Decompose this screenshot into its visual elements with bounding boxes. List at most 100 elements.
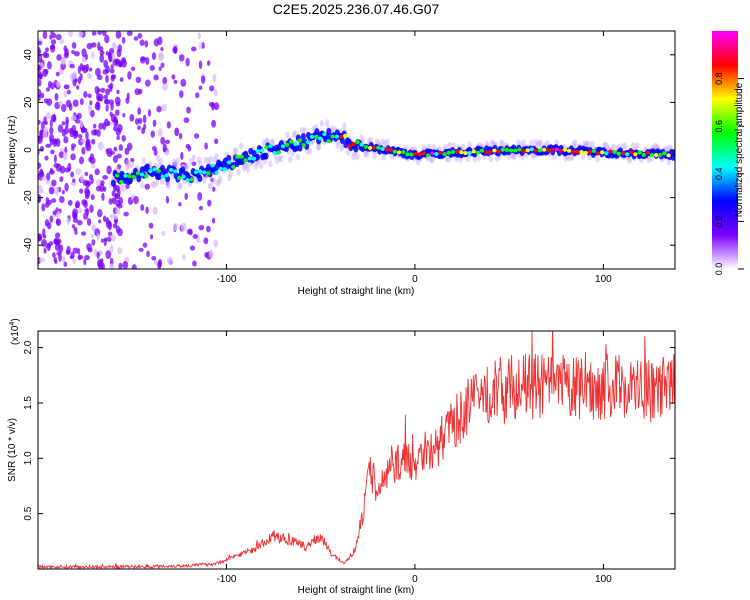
- spectrogram-noise-speck: [109, 68, 115, 74]
- spectrogram-halo: [382, 139, 388, 147]
- spectrogram-peak: [255, 149, 261, 154]
- spectrogram-noise-speck: [72, 71, 77, 80]
- colorbar-ticks: 0.0 0.2 0.4 0.6 0.8: [714, 72, 744, 275]
- spectrogram-noise-speck: [108, 198, 113, 205]
- spectrogram-noise-speck: [121, 36, 126, 44]
- spectrogram-peak: [135, 171, 141, 176]
- spectrogram-peak: [289, 139, 294, 144]
- spectrogram-noise-speck: [64, 182, 69, 192]
- spectrogram-noise-speck: [79, 188, 84, 194]
- spectrogram-noise-speck: [160, 136, 166, 145]
- spectrogram-peak: [127, 174, 132, 179]
- spectrogram-noise-speck: [73, 227, 78, 232]
- spectrogram-noise-speck: [79, 120, 84, 129]
- spectrogram-noise-speck: [137, 88, 143, 95]
- spectrogram-noise-speck: [151, 52, 157, 61]
- spectrogram-halo: [178, 182, 183, 190]
- spectrogram-noise-speck: [166, 121, 171, 129]
- spectrogram-noise-speck: [50, 45, 55, 50]
- spectrogram-halo: [192, 175, 198, 183]
- spectrogram-peak: [359, 142, 364, 147]
- spectrogram-noise-speck: [127, 71, 132, 80]
- spectrogram-band: [239, 158, 245, 166]
- spectrogram-noise-speck: [54, 92, 59, 101]
- spectrogram-noise-speck: [91, 224, 96, 232]
- spectrogram-peak: [620, 151, 626, 156]
- spectrogram-peak: [197, 169, 203, 174]
- spectrogram-halo: [154, 179, 160, 187]
- spectrogram-noise-speck: [98, 122, 104, 130]
- spectrogram-noise-speck: [49, 167, 53, 174]
- spectrogram-noise-speck: [49, 215, 54, 223]
- spectrogram-peak: [268, 144, 273, 149]
- spectrogram-halo: [125, 159, 131, 167]
- spectrogram-peak: [363, 144, 369, 149]
- spectrogram-noise-speck: [204, 142, 208, 150]
- spectrogram-noise-speck: [45, 87, 51, 92]
- spectrogram-noise-speck: [55, 138, 61, 147]
- spectrogram-noise-speck: [55, 232, 61, 239]
- spectrogram-band: [255, 153, 261, 161]
- spectrogram-noise-speck: [173, 79, 178, 84]
- spectrogram-noise-speck: [110, 121, 115, 126]
- spectrogram-noise-speck: [191, 154, 196, 161]
- spectrogram-halo: [214, 153, 219, 161]
- spectrogram-noise-speck: [102, 122, 107, 131]
- spectrogram-halo: [243, 162, 248, 170]
- spectrogram-peak: [276, 150, 282, 155]
- snr-x-label: Height of straight line (km): [298, 585, 415, 596]
- spectrogram-noise-speck: [38, 162, 42, 169]
- spectrogram-noise-speck: [71, 124, 77, 132]
- spectrogram-noise-speck: [150, 234, 154, 240]
- spectrogram-halo: [277, 155, 282, 163]
- snr-scale-suffix: ): [10, 318, 21, 321]
- spectrogram-noise-speck: [55, 218, 62, 226]
- spectrogram-noise-speck: [73, 50, 80, 57]
- spectrogram-noise-speck: [49, 126, 54, 135]
- spectrogram-noise-speck: [107, 221, 113, 231]
- spectrogram-peak: [181, 174, 186, 179]
- spectrogram-noise-speck: [38, 170, 45, 178]
- spectrogram-noise-speck: [201, 42, 205, 50]
- spectrogram-halo: [529, 139, 534, 147]
- spectrogram-noise-speck: [60, 57, 67, 65]
- spectrogram-noise-speck: [165, 195, 170, 204]
- spectrogram-peak: [508, 148, 514, 153]
- spectrogram-halo: [232, 147, 237, 155]
- spectrogram-noise-speck: [76, 85, 80, 90]
- spectrogram-peak: [202, 170, 207, 175]
- spectrogram-halo: [211, 177, 216, 185]
- spectrogram-noise-speck: [95, 101, 100, 108]
- spectrogram-halo: [495, 154, 500, 162]
- spectrogram-halo: [270, 138, 276, 146]
- spectrogram-peak: [235, 154, 240, 159]
- spectrogram-halo: [315, 143, 321, 151]
- spectrogram-noise-speck: [207, 199, 212, 207]
- spectrogram-noise-speck: [89, 100, 93, 106]
- spectrogram-noise-speck: [77, 207, 83, 213]
- spectrogram-noise-speck: [117, 247, 123, 255]
- spectrogram-noise-speck: [111, 234, 116, 242]
- spectrogram-peak: [529, 147, 534, 152]
- spectrogram-noise-speck: [130, 66, 136, 71]
- spectrogram-peak: [177, 175, 182, 180]
- spectrogram-halo: [285, 131, 290, 139]
- snr-area: [38, 331, 675, 569]
- spectrogram-noise-speck: [110, 74, 117, 80]
- spectrogram-noise-speck: [56, 210, 61, 218]
- spectrogram-halo: [444, 155, 450, 163]
- spectrogram-noise-speck: [112, 155, 119, 164]
- spectrogram-peak: [662, 151, 667, 156]
- spectrogram-noise-speck: [184, 192, 188, 201]
- spectrogram-noise-speck: [173, 45, 178, 55]
- spectrogram-peak: [446, 150, 452, 155]
- spectrogram-band: [672, 149, 675, 157]
- spectrogram-noise-speck: [74, 78, 78, 83]
- spectrogram-noise-speck: [137, 107, 142, 115]
- spectrogram-peak: [380, 147, 385, 152]
- spectrogram-noise-speck: [160, 104, 167, 112]
- spectrogram-peak: [521, 149, 526, 154]
- spectrogram-peak: [247, 156, 253, 161]
- spectrogram-halo: [196, 156, 202, 164]
- spectrogram-noise-speck: [95, 179, 102, 186]
